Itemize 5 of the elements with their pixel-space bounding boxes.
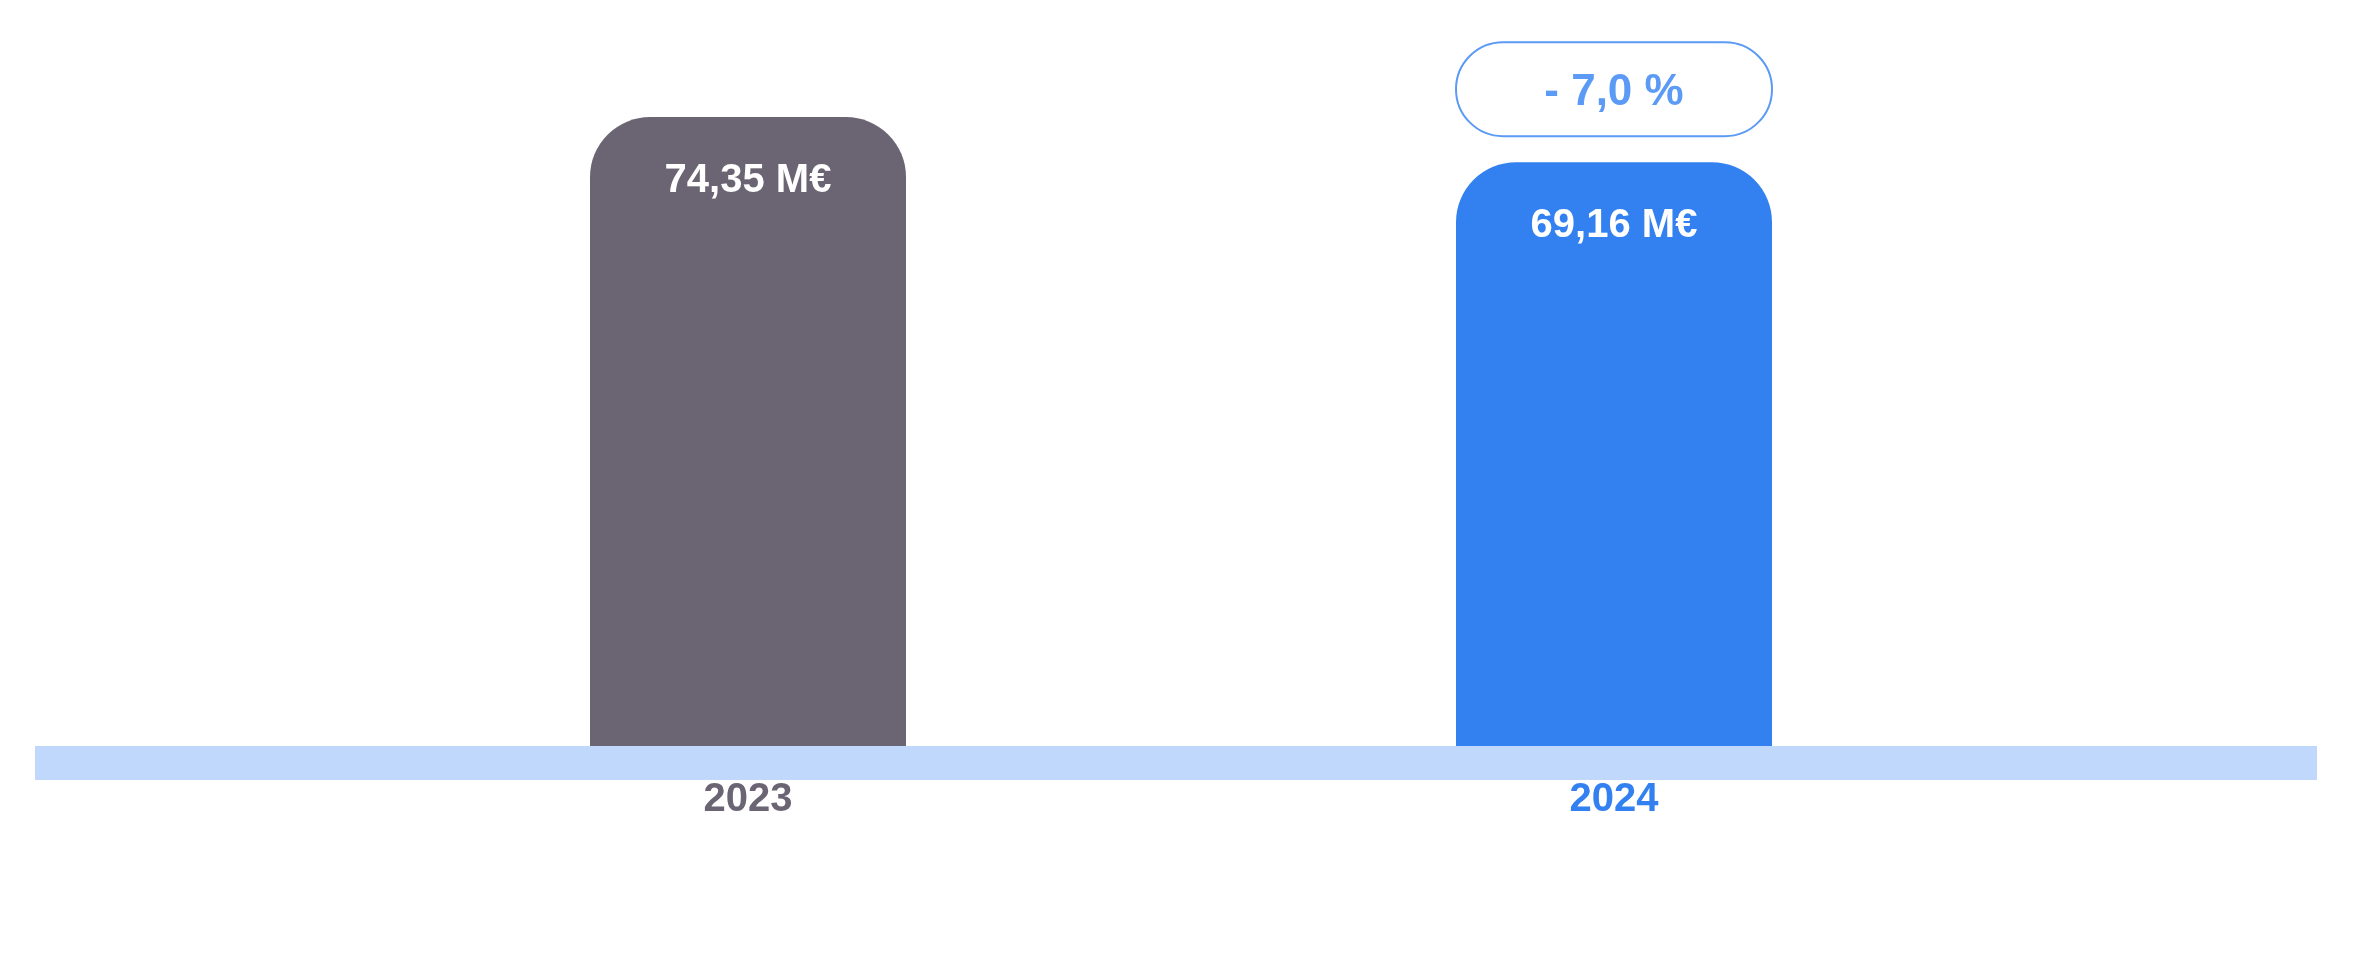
x-tick-label: 2024	[1569, 775, 1660, 819]
annotation: - 7,0 %	[1544, 64, 1684, 114]
data-label: 74,35 M€	[664, 156, 832, 201]
x-tick-label: 2023	[703, 775, 793, 819]
data-label: 69,16 M€	[1530, 201, 1698, 246]
